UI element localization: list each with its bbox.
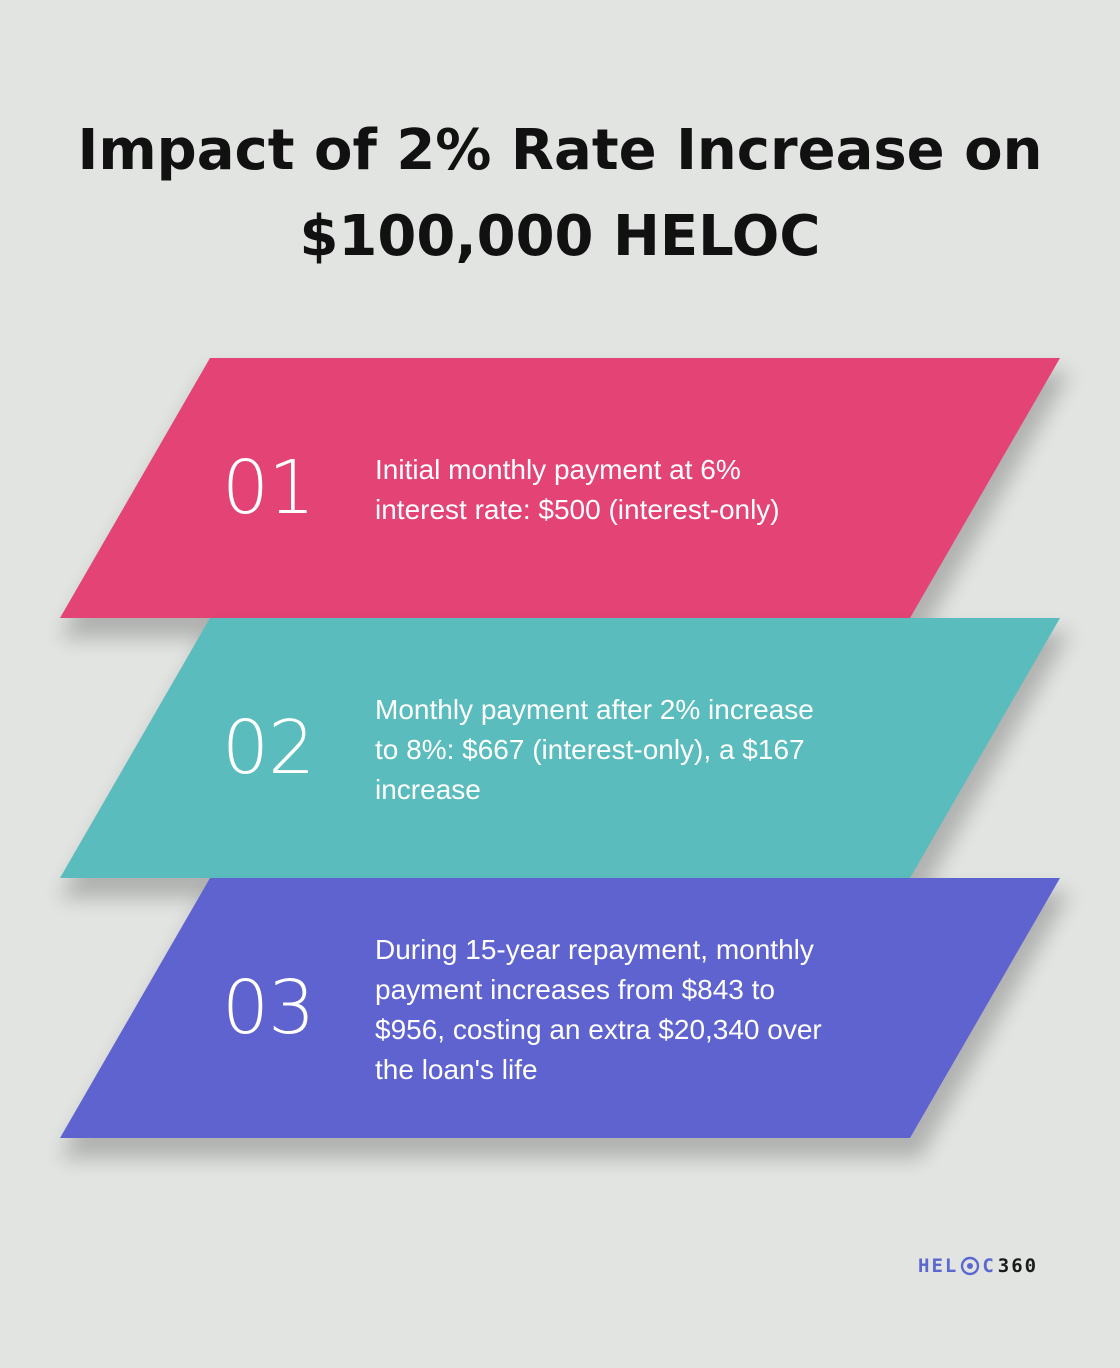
step-number-3: 03 — [222, 965, 315, 1051]
step-2-line-3: increase — [375, 774, 481, 805]
step-3-line-3: $956, costing an extra $20,340 over — [375, 1014, 822, 1045]
step-band-3: 03 During 15-year repayment, monthly pay… — [60, 878, 1070, 1158]
step-band-2: 02 Monthly payment after 2% increase to … — [60, 618, 1070, 898]
logo-text-360: 360 — [997, 1255, 1039, 1277]
step-1-line-2: interest rate: $500 (interest-only) — [375, 494, 780, 525]
target-icon — [961, 1256, 980, 1276]
step-band-3-shape — [60, 878, 1070, 1158]
heloc360-logo: HEL C 360 — [918, 1255, 1038, 1277]
step-number-2: 02 — [222, 705, 315, 791]
step-band-2-shape — [60, 618, 1070, 898]
step-3-line-2: payment increases from $843 to — [375, 974, 775, 1005]
title-line-1: Impact of 2% Rate Increase on — [77, 118, 1043, 183]
step-2-line-1: Monthly payment after 2% increase — [375, 694, 814, 725]
step-band-1-shape — [60, 358, 1070, 638]
step-1-line-1: Initial monthly payment at 6% — [375, 454, 741, 485]
title-line-2: $100,000 HELOC — [299, 204, 821, 269]
step-3-line-1: During 15-year repayment, monthly — [375, 934, 814, 965]
step-3-line-4: the loan's life — [375, 1054, 538, 1085]
step-number-1: 01 — [222, 445, 315, 531]
page-title: Impact of 2% Rate Increase on $100,000 H… — [0, 108, 1120, 280]
step-description-1: Initial monthly payment at 6% interest r… — [375, 450, 895, 530]
step-2-line-2: to 8%: $667 (interest-only), a $167 — [375, 734, 805, 765]
step-description-3: During 15-year repayment, monthly paymen… — [375, 930, 895, 1090]
step-band-1: 01 Initial monthly payment at 6% interes… — [60, 358, 1070, 638]
logo-text-c: C — [982, 1255, 996, 1277]
logo-text-hel: HEL — [918, 1255, 959, 1277]
step-description-2: Monthly payment after 2% increase to 8%:… — [375, 690, 895, 810]
